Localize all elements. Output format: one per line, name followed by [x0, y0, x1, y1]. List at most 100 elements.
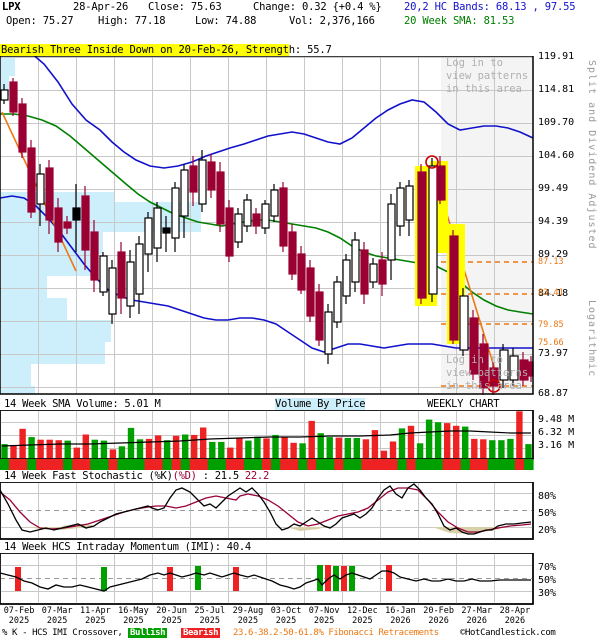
header-hc-bands: 20,2 HC Bands: 68.13 , 97.55 — [404, 1, 576, 13]
x-axis-tick: 20-Jun 2025 — [153, 606, 191, 626]
volume-chart[interactable] — [0, 410, 534, 460]
symbol-ticker: LPX — [2, 1, 21, 13]
x-axis-tick: 29-Aug 2025 — [229, 606, 267, 626]
imi-axis-label-1: 50% — [538, 575, 557, 586]
x-tick-year: 2026 — [504, 615, 526, 626]
fib-label-2: 79.85 — [538, 320, 564, 330]
x-tick-year: 2025 — [237, 615, 259, 626]
x-tick-year: 2025 — [199, 615, 220, 626]
x-axis-tick: 07-Nov 2025 — [305, 606, 343, 626]
x-axis-tick: 07-Mar 2025 — [38, 606, 76, 626]
price-axis-label-1: 114.81 — [538, 84, 575, 95]
volume-by-price-label: Volume By Price — [275, 398, 366, 410]
x-tick-date: 12-Dec — [346, 606, 378, 616]
stoch-axis-label-0: 80% — [538, 491, 557, 502]
axis-title-logarithmic: Logarithmic — [586, 300, 597, 378]
stoch-title-val: : 21.5 — [196, 470, 245, 482]
x-axis-tick: 07-Feb 2025 — [0, 606, 38, 626]
imi-crossover-strip[interactable] — [0, 459, 534, 470]
volume-axis-label-2: 3.16 M — [538, 440, 575, 451]
price-axis-label-6: 89.29 — [538, 249, 569, 260]
x-tick-date: 07-Mar — [41, 606, 73, 616]
x-axis-tick: 27-Mar 2026 — [458, 606, 496, 626]
price-axis-label-3: 104.60 — [538, 150, 575, 161]
x-axis-tick: 28-Apr 2026 — [496, 606, 534, 626]
footer-crossover-label: % K - HCS IMI Crossover, — [2, 628, 123, 638]
price-chart[interactable] — [0, 56, 534, 395]
stochastic-panel-title: 14 Week Fast Stochastic (%K)(%D) : 21.5 … — [4, 470, 269, 482]
header-sma: 20 Week SMA: 81.53 — [404, 15, 515, 27]
watermark-bottom: Log in to view patterns in this area — [446, 354, 528, 393]
x-tick-year: 2026 — [390, 615, 411, 626]
x-tick-date: 28-Apr — [499, 606, 531, 616]
x-axis-tick: 03-Oct 2025 — [267, 606, 305, 626]
x-tick-year: 2025 — [123, 615, 144, 626]
x-axis-tick: 16-Jan 2026 — [381, 606, 419, 626]
x-axis-dates: 07-Feb 2025 07-Mar 2025 11-Apr 2025 16-May 2025… — [0, 606, 534, 627]
x-tick-date: 16-May — [118, 606, 149, 616]
imi-axis-label-0: 70% — [538, 562, 557, 573]
x-axis-tick: 16-May 2025 — [114, 606, 152, 626]
x-tick-year: 2025 — [8, 615, 30, 626]
price-axis-label-9: 68.87 — [538, 388, 569, 399]
fib-label-0: 87.13 — [538, 257, 564, 267]
axis-title-adjusted: Split and Dividend Adjusted — [586, 60, 597, 250]
fib-label-1: 83.41 — [538, 288, 564, 298]
imi-panel-title: 14 Week HCS Intraday Momentum (IMI): 40.… — [4, 541, 251, 553]
watermark-top: Log in to view patterns in this area — [446, 57, 528, 96]
x-tick-date: 16-Jan — [385, 606, 416, 616]
x-axis-tick: 12-Dec 2025 — [343, 606, 381, 626]
price-axis-label-7: 84.18 — [538, 288, 569, 299]
watermark-line3-b: in this area — [446, 380, 522, 392]
x-tick-year: 2025 — [352, 615, 373, 626]
imi-chart[interactable] — [0, 553, 534, 605]
footer-bearish-chip: Bearish — [181, 628, 221, 638]
footer-bullish-chip: Bullish — [128, 628, 168, 638]
header-low: Low: 74.88 — [195, 15, 257, 27]
watermark-line3: in this area — [446, 83, 522, 95]
watermark-line1: Log in to — [446, 57, 503, 69]
header-date: 28-Apr-26 — [73, 1, 129, 13]
header-close: Close: 75.63 — [148, 1, 222, 13]
x-axis-tick: 11-Apr 2025 — [76, 606, 114, 626]
footer-copyright: ©HotCandlestick.com — [460, 628, 556, 638]
x-tick-date: 07-Feb — [3, 606, 35, 616]
watermark-line1-b: Log in to — [446, 354, 503, 366]
x-tick-date: 25-Jul — [194, 606, 226, 616]
x-tick-date: 11-Apr — [79, 606, 111, 616]
footer-fib-legend: 23.6-38.2-50-61.8% Fibonacci Retracement… — [233, 628, 439, 638]
x-tick-date: 07-Nov — [308, 606, 340, 616]
header-symbol: LPX — [2, 1, 21, 13]
header-open: Open: 75.27 — [6, 15, 74, 27]
volume-axis-label-1: 6.32 M — [538, 427, 575, 438]
stochastic-chart[interactable] — [0, 482, 534, 540]
volume-panel-title: 14 Week SMA Volume: 5.01 M — [4, 398, 161, 410]
x-tick-year: 2025 — [46, 615, 68, 626]
header-volume: Vol: 2,376,166 — [289, 15, 375, 27]
stoch-title-d: (%D) — [172, 470, 197, 482]
x-tick-date: 03-Oct — [270, 606, 302, 616]
watermark-line2: view patterns — [446, 70, 529, 82]
x-tick-year: 2026 — [466, 615, 487, 626]
imi-axis-label-2: 30% — [538, 588, 557, 599]
x-tick-date: 20-Feb — [423, 606, 454, 616]
price-axis-label-4: 99.49 — [538, 183, 569, 194]
x-tick-date: 27-Mar — [461, 606, 493, 616]
x-axis-tick: 20-Feb 2026 — [420, 606, 458, 626]
stoch-axis-label-2: 20% — [538, 525, 557, 536]
volume-axis-label-0: 9.48 M — [538, 414, 575, 425]
x-tick-year: 2025 — [313, 615, 335, 626]
pattern-banner[interactable]: Bearish Three Inside Down on 20-Feb-26, … — [0, 44, 332, 57]
x-tick-date: 20-Jun — [156, 606, 187, 616]
stoch-title-k: 14 Week Fast Stochastic (%K) — [4, 470, 173, 482]
price-axis-label-2: 109.70 — [538, 117, 575, 128]
stoch-value-d: 22.2 — [244, 470, 269, 482]
x-tick-year: 2025 — [275, 615, 297, 626]
x-tick-year: 2025 — [161, 615, 182, 626]
price-axis-label-8: 73.97 — [538, 348, 569, 359]
watermark-line2-b: view patterns — [446, 367, 529, 379]
x-axis-tick: 25-Jul 2025 — [191, 606, 229, 626]
header-change: Change: 0.32 {+0.4 %} — [253, 1, 382, 13]
header-high: High: 77.18 — [98, 15, 166, 27]
stoch-axis-label-1: 50% — [538, 508, 557, 519]
